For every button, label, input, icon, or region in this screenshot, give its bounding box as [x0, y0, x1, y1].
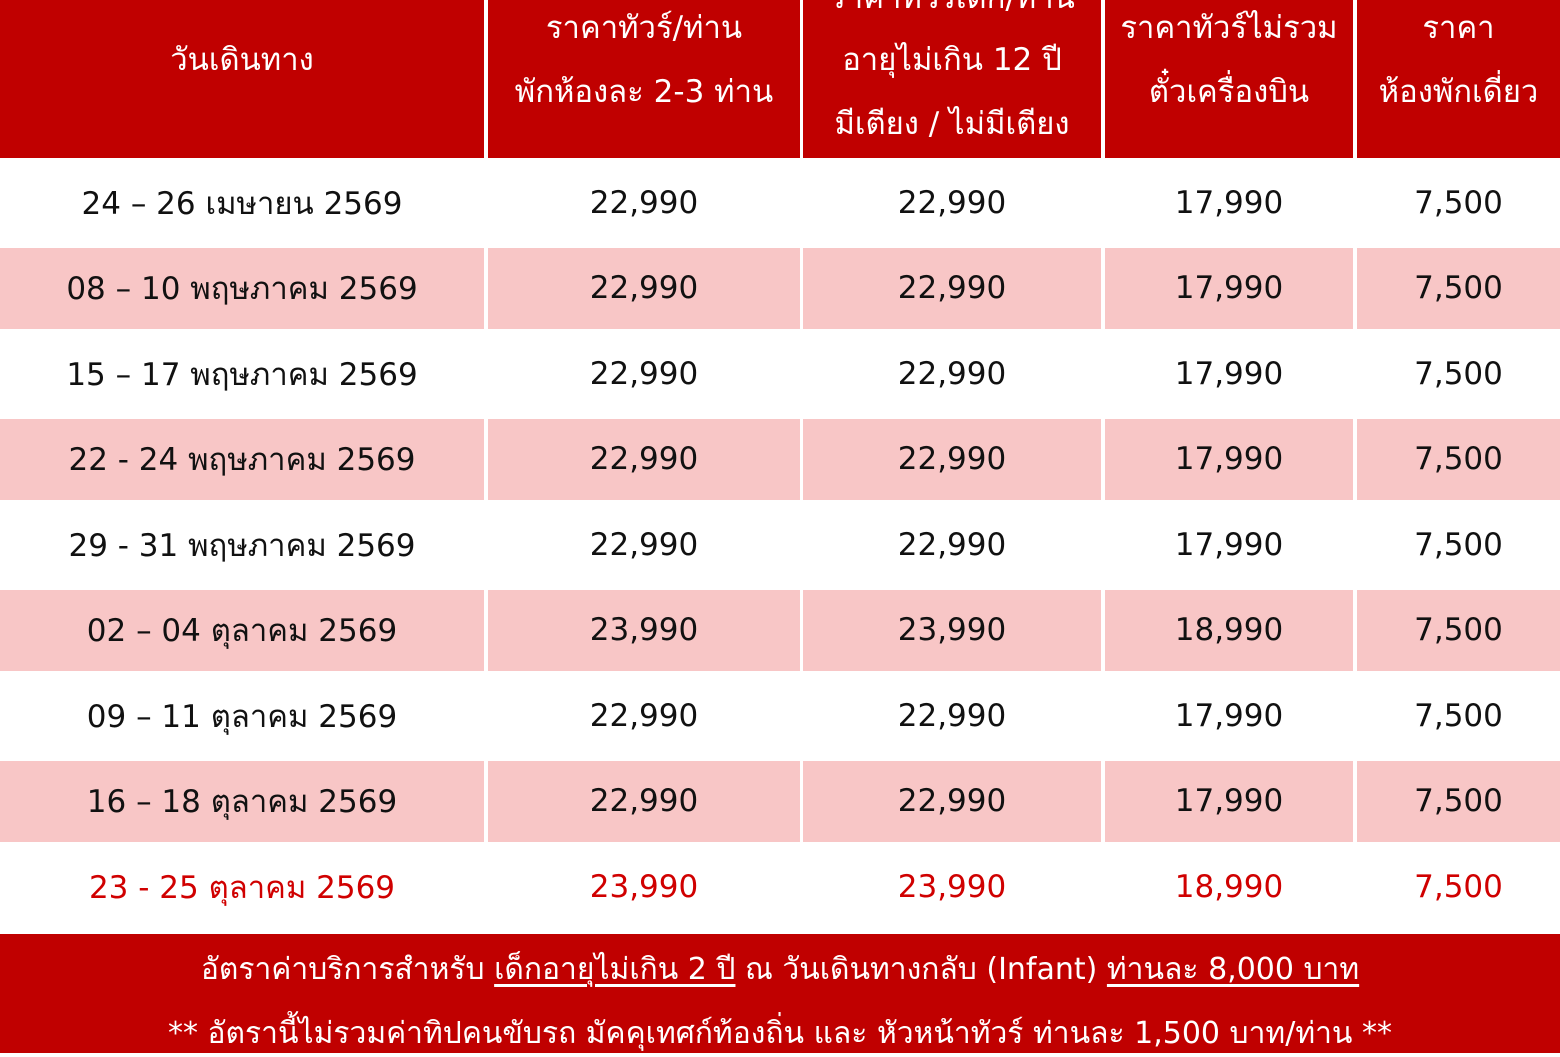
cell-no-ticket: 17,990 — [1174, 697, 1284, 734]
cell-child: 23,990 — [803, 589, 1101, 671]
cell-date: 09 – 11 ตุลาคม 2569 — [86, 698, 398, 735]
table-row: 22 - 24 พฤษภาคม 2569 22,990 22,990 17,990 7,… — [0, 418, 1560, 500]
note-text: ณ วันเดินทางกลับ (Infant) — [735, 952, 1107, 987]
cell-date: 24 – 26 เมษายน 2569 — [81, 185, 403, 222]
cell-no-ticket: 18,990 — [1174, 868, 1284, 905]
cell-adult: 22,990 — [488, 247, 800, 329]
infant-note: อัตราค่าบริการสำหรับ เด็กอายุไม่เกิน 2 ป… — [0, 946, 1560, 993]
cell-adult: 22,990 — [589, 355, 699, 392]
note-text: อัตราค่าบริการสำหรับ — [200, 952, 495, 987]
cell-single: 7,500 — [1357, 247, 1560, 329]
note-underlined: เด็กอายุไม่เกิน 2 ปี — [494, 952, 736, 987]
cell-child: 22,990 — [897, 526, 1007, 563]
cell-single: 7,500 — [1357, 418, 1560, 500]
cell-no-ticket: 17,990 — [1105, 247, 1353, 329]
cell-date: 15 – 17 พฤษภาคม 2569 — [66, 356, 418, 393]
header-text: มีเตียง / ไม่มีเตียง — [834, 106, 1070, 142]
header-text: ราคาทัวร์เด็ก/ท่าน — [803, 0, 1101, 18]
cell-date: 16 – 18 ตุลาคม 2569 — [0, 760, 484, 842]
cell-child: 22,990 — [803, 418, 1101, 500]
cell-adult: 22,990 — [589, 697, 699, 734]
cell-single: 7,500 — [1357, 589, 1560, 671]
cell-single: 7,500 — [1414, 184, 1503, 221]
header-text: ตั๋วเครื่องบิน — [1148, 74, 1310, 110]
cell-child: 23,990 — [897, 868, 1007, 905]
header-text: อายุไม่เกิน 12 ปี — [842, 42, 1062, 78]
cell-no-ticket: 18,990 — [1105, 589, 1353, 671]
cell-no-ticket: 17,990 — [1174, 526, 1284, 563]
header-no-ticket-price: ราคาทัวร์ไม่รวม ตั๋วเครื่องบิน — [1105, 0, 1353, 158]
cell-single: 7,500 — [1414, 868, 1503, 905]
table-row: 24 – 26 เมษายน 2569 22,990 22,990 17,990 7,5… — [0, 162, 1560, 243]
header-text: ราคา — [1422, 10, 1495, 46]
note-underlined: ท่านละ 8,000 บาท — [1106, 952, 1360, 987]
cell-adult: 22,990 — [589, 526, 699, 563]
header-text: วันเดินทาง — [170, 42, 314, 78]
table-row: 08 – 10 พฤษภาคม 2569 22,990 22,990 17,990 7,… — [0, 247, 1560, 329]
header-text: ราคาทัวร์/ท่าน — [545, 10, 743, 46]
cell-no-ticket: 17,990 — [1105, 760, 1353, 842]
table-row: 09 – 11 ตุลาคม 2569 22,990 22,990 17,990 7,5… — [0, 675, 1560, 756]
table-row: 29 - 31 พฤษภาคม 2569 22,990 22,990 17,990 7,… — [0, 504, 1560, 585]
cell-date: 08 – 10 พฤษภาคม 2569 — [0, 247, 484, 329]
cell-single: 7,500 — [1357, 760, 1560, 842]
cell-date: 23 - 25 ตุลาคม 2569 — [88, 869, 396, 906]
table-row: 16 – 18 ตุลาคม 2569 22,990 22,990 17,990 7,5… — [0, 760, 1560, 842]
footer-notes: อัตราค่าบริการสำหรับ เด็กอายุไม่เกิน 2 ป… — [0, 934, 1560, 1053]
header-child-price: ราคาทัวร์เด็ก/ท่าน อายุไม่เกิน 12 ปี มีเ… — [803, 0, 1101, 158]
cell-adult: 23,990 — [589, 868, 699, 905]
cell-single: 7,500 — [1414, 526, 1503, 563]
cell-date: 22 - 24 พฤษภาคม 2569 — [0, 418, 484, 500]
cell-child: 22,990 — [803, 247, 1101, 329]
header-date: วันเดินทาง — [0, 0, 484, 158]
cell-no-ticket: 17,990 — [1105, 418, 1353, 500]
cell-adult: 22,990 — [488, 418, 800, 500]
cell-adult: 22,990 — [488, 760, 800, 842]
cell-no-ticket: 17,990 — [1174, 184, 1284, 221]
cell-date: 02 – 04 ตุลาคม 2569 — [0, 589, 484, 671]
header-text: พักห้องละ 2-3 ท่าน — [514, 74, 774, 110]
table-row: 02 – 04 ตุลาคม 2569 23,990 23,990 18,990 7,5… — [0, 589, 1560, 671]
cell-adult: 23,990 — [488, 589, 800, 671]
header-single-room: ราคา ห้องพักเดี่ยว — [1357, 0, 1560, 158]
cell-no-ticket: 17,990 — [1174, 355, 1284, 392]
cell-adult: 22,990 — [589, 184, 699, 221]
cell-single: 7,500 — [1414, 697, 1503, 734]
cell-single: 7,500 — [1414, 355, 1503, 392]
cell-child: 22,990 — [897, 355, 1007, 392]
cell-child: 22,990 — [803, 760, 1101, 842]
table-row: 15 – 17 พฤษภาคม 2569 22,990 22,990 17,990 7,… — [0, 333, 1560, 414]
header-adult-price: ราคาทัวร์/ท่าน พักห้องละ 2-3 ท่าน — [488, 0, 800, 158]
tip-note: ** อัตรานี้ไม่รวมค่าทิปคนขับรถ มัคคุเทศก… — [168, 1016, 1392, 1051]
table-row: 23 - 25 ตุลาคม 2569 23,990 23,990 18,990 7,5… — [0, 846, 1560, 927]
cell-date: 29 - 31 พฤษภาคม 2569 — [68, 527, 416, 564]
header-text: ห้องพักเดี่ยว — [1378, 74, 1539, 110]
header-text: ราคาทัวร์ไม่รวม — [1120, 10, 1338, 46]
cell-child: 22,990 — [897, 697, 1007, 734]
cell-child: 22,990 — [897, 184, 1007, 221]
